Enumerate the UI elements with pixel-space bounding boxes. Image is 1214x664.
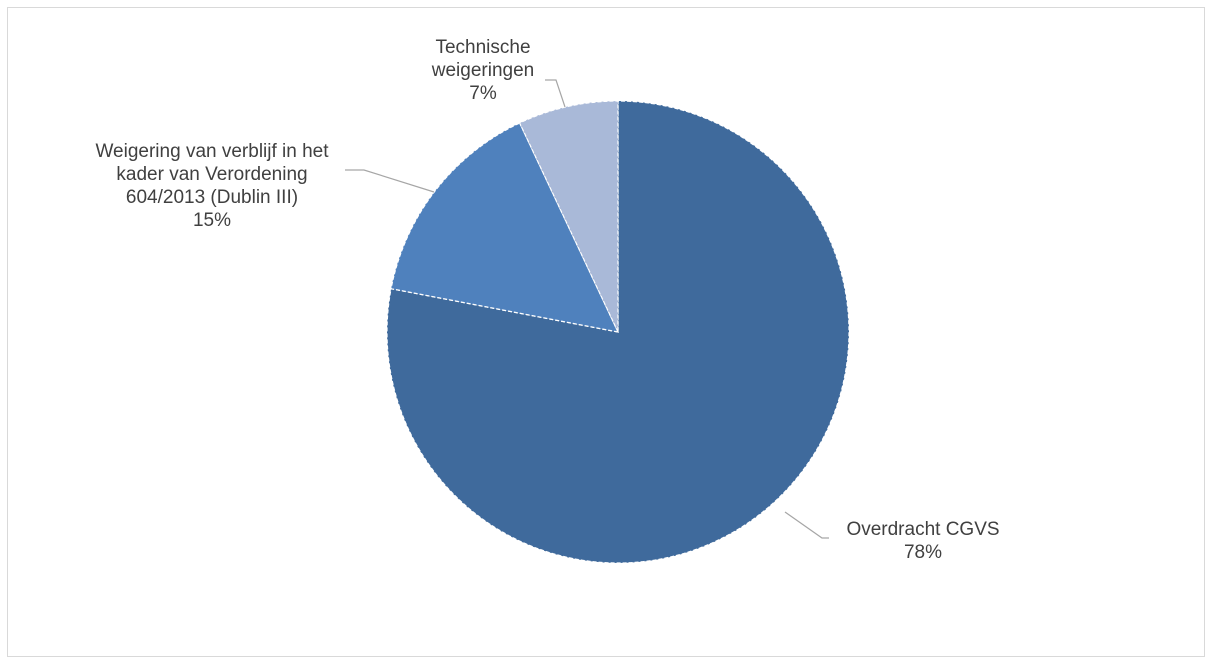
- data-label-value: 7%: [469, 83, 497, 104]
- data-label-line: Weigering van verblijf in het: [95, 141, 329, 162]
- data-label-2: Weigering van verblijf in het kader van V…: [95, 141, 329, 231]
- leader-line-2: [345, 170, 434, 192]
- data-label-line: Technische: [435, 37, 530, 58]
- data-label-value: 78%: [904, 542, 942, 563]
- leader-line-1: [785, 512, 829, 538]
- pie-slices: [387, 101, 849, 563]
- data-label-1: Overdracht CGVS 78%: [846, 519, 999, 563]
- data-label-line: weigeringen: [431, 60, 534, 81]
- data-label-value: 15%: [193, 210, 231, 231]
- data-label-line: kader van Verordening: [116, 164, 307, 185]
- data-label-line: 604/2013 (Dublin III): [126, 187, 298, 208]
- leader-line-3: [545, 80, 565, 107]
- data-label-line: Overdracht CGVS: [846, 519, 999, 540]
- data-label-3: Technische weigeringen 7%: [431, 37, 534, 104]
